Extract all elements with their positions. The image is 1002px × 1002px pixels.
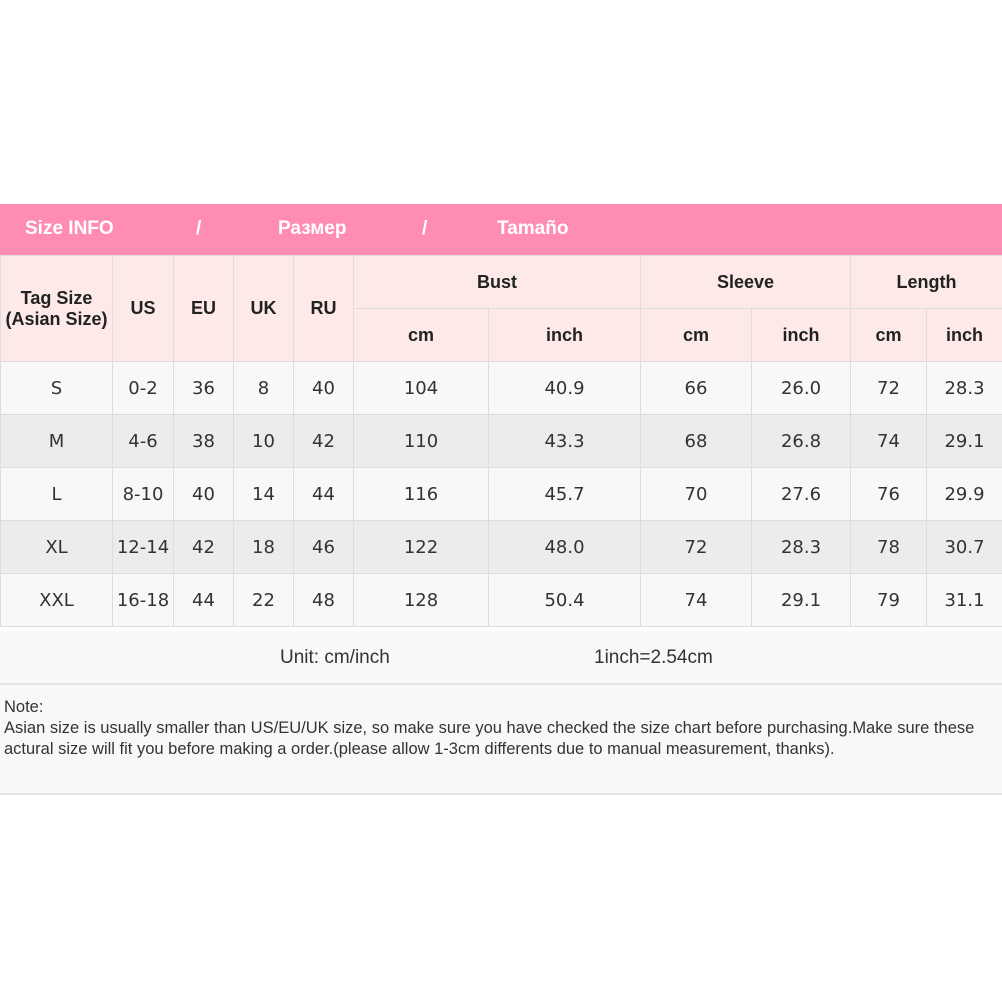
header-length: Length <box>850 255 1002 309</box>
cell-ru: 46 <box>293 520 354 574</box>
note-text: Asian size is usually smaller than US/EU… <box>4 719 975 758</box>
cell-sleeve-cm: 72 <box>640 520 752 574</box>
table-row: M 4-6 38 10 42 110 43.3 68 26.8 74 29.1 <box>0 414 1002 468</box>
cell-sleeve-in: 26.0 <box>751 361 851 415</box>
cell-us: 8-10 <box>112 467 174 521</box>
table-row: XXL 16-18 44 22 48 128 50.4 74 29.1 79 31.1 <box>0 573 1002 627</box>
table-row: XL 12-14 42 18 46 122 48.0 72 28.3 78 30.7 <box>0 520 1002 574</box>
header-inch: inch <box>926 308 1002 362</box>
cell-length-cm: 78 <box>850 520 927 574</box>
unit-conversion: 1inch=2.54cm <box>594 647 713 668</box>
cell-sleeve-in: 26.8 <box>751 414 851 468</box>
cell-length-in: 30.7 <box>926 520 1002 574</box>
header-sleeve: Sleeve <box>640 255 851 309</box>
cell-sleeve-in: 28.3 <box>751 520 851 574</box>
cell-ru: 40 <box>293 361 354 415</box>
cell-tag: M <box>0 414 113 468</box>
cell-eu: 40 <box>173 467 234 521</box>
cell-eu: 42 <box>173 520 234 574</box>
cell-tag: XXL <box>0 573 113 627</box>
unit-label: Unit: cm/inch <box>280 647 390 668</box>
cell-sleeve-cm: 70 <box>640 467 752 521</box>
header-us: US <box>112 255 174 362</box>
unit-row: Unit: cm/inch 1inch=2.54cm <box>0 631 1002 685</box>
header-cm: cm <box>850 308 927 362</box>
cell-us: 12-14 <box>112 520 174 574</box>
cell-tag: L <box>0 467 113 521</box>
header-inch: inch <box>488 308 641 362</box>
cell-bust-cm: 122 <box>353 520 489 574</box>
cell-bust-in: 45.7 <box>488 467 641 521</box>
header-uk: UK <box>233 255 294 362</box>
header-cm: cm <box>353 308 489 362</box>
cell-bust-cm: 110 <box>353 414 489 468</box>
cell-length-in: 31.1 <box>926 573 1002 627</box>
cell-ru: 48 <box>293 573 354 627</box>
cell-eu: 36 <box>173 361 234 415</box>
size-chart-table: Tag Size (Asian Size) US EU UK RU Bust Sl… <box>0 255 1002 627</box>
cell-us: 16-18 <box>112 573 174 627</box>
cell-us: 0-2 <box>112 361 174 415</box>
cell-length-cm: 72 <box>850 361 927 415</box>
cell-length-cm: 79 <box>850 573 927 627</box>
cell-uk: 10 <box>233 414 294 468</box>
header-tag-size: Tag Size (Asian Size) <box>0 255 113 362</box>
table-row: L 8-10 40 14 44 116 45.7 70 27.6 76 29.9 <box>0 467 1002 521</box>
cell-length-in: 29.9 <box>926 467 1002 521</box>
cell-us: 4-6 <box>112 414 174 468</box>
cell-bust-in: 50.4 <box>488 573 641 627</box>
banner-separator: / <box>422 218 428 239</box>
header-eu: EU <box>173 255 234 362</box>
cell-sleeve-in: 27.6 <box>751 467 851 521</box>
cell-sleeve-cm: 66 <box>640 361 752 415</box>
cell-tag: S <box>0 361 113 415</box>
banner-title-en: Size INFO <box>25 218 114 239</box>
banner-title-ru: Размер <box>278 218 347 239</box>
table-row: S 0-2 36 8 40 104 40.9 66 26.0 72 28.3 <box>0 361 1002 415</box>
header-ru: RU <box>293 255 354 362</box>
cell-bust-cm: 104 <box>353 361 489 415</box>
banner-title-es: Tamaño <box>497 218 569 239</box>
cell-sleeve-cm: 68 <box>640 414 752 468</box>
header-bust: Bust <box>353 255 641 309</box>
cell-bust-cm: 116 <box>353 467 489 521</box>
size-info-banner: Size INFO / Размер / Tamaño <box>0 204 1002 255</box>
cell-tag: XL <box>0 520 113 574</box>
cell-length-in: 28.3 <box>926 361 1002 415</box>
header-inch: inch <box>751 308 851 362</box>
cell-eu: 38 <box>173 414 234 468</box>
cell-bust-cm: 128 <box>353 573 489 627</box>
cell-ru: 44 <box>293 467 354 521</box>
cell-sleeve-cm: 74 <box>640 573 752 627</box>
cell-bust-in: 40.9 <box>488 361 641 415</box>
note-title: Note: <box>4 698 44 716</box>
cell-bust-in: 48.0 <box>488 520 641 574</box>
banner-separator: / <box>196 218 202 239</box>
cell-eu: 44 <box>173 573 234 627</box>
cell-length-in: 29.1 <box>926 414 1002 468</box>
cell-uk: 22 <box>233 573 294 627</box>
cell-ru: 42 <box>293 414 354 468</box>
note-section: Note: Asian size is usually smaller than… <box>0 685 1002 795</box>
cell-bust-in: 43.3 <box>488 414 641 468</box>
cell-uk: 18 <box>233 520 294 574</box>
cell-sleeve-in: 29.1 <box>751 573 851 627</box>
cell-length-cm: 74 <box>850 414 927 468</box>
header-cm: cm <box>640 308 752 362</box>
cell-uk: 14 <box>233 467 294 521</box>
cell-length-cm: 76 <box>850 467 927 521</box>
cell-uk: 8 <box>233 361 294 415</box>
